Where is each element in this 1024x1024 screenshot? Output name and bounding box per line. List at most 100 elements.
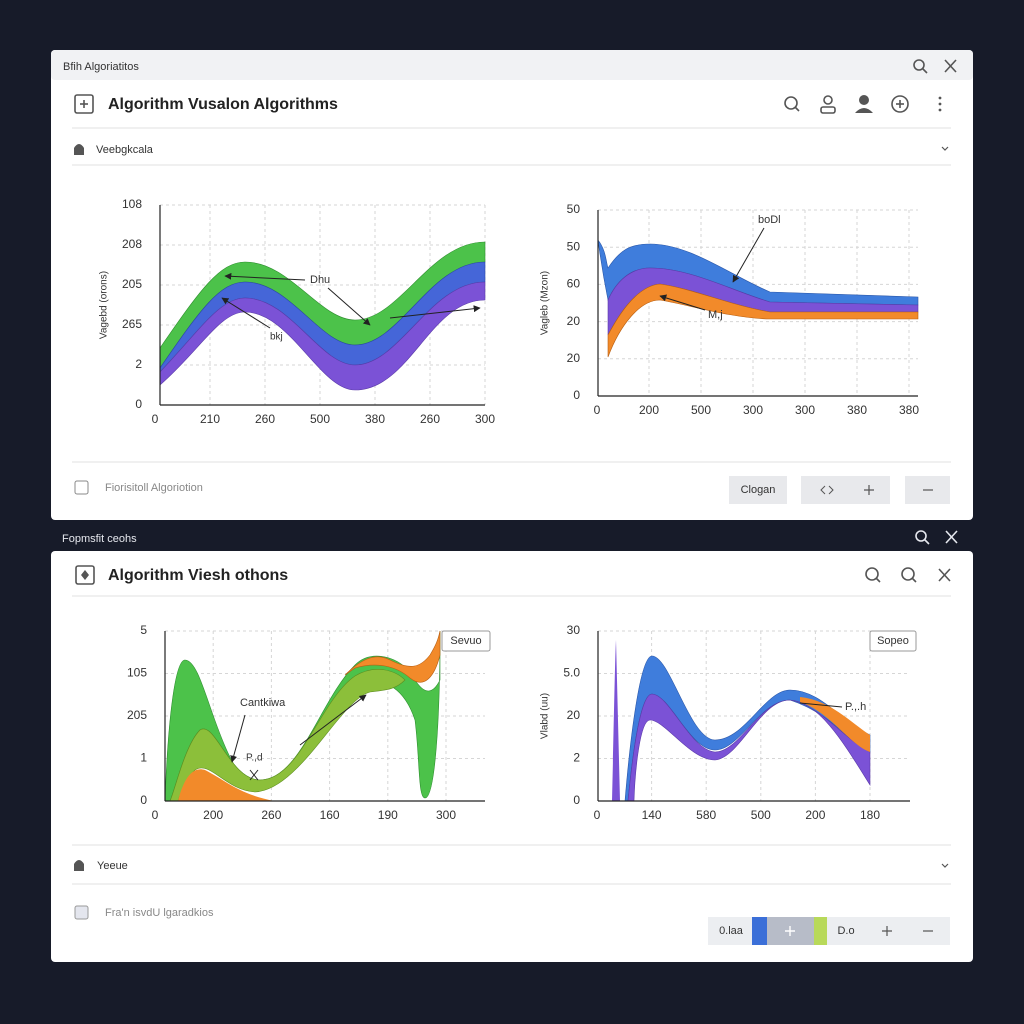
titlebar-text: Bfih Algoriatitos (63, 61, 139, 73)
annotation: P.,d (246, 753, 263, 764)
x-tick-label: 0 (152, 808, 159, 822)
x-tick-label: 300 (795, 403, 815, 417)
add-button[interactable] (891, 95, 909, 113)
button[interactable] (729, 476, 787, 504)
x-tick-label: 380 (847, 403, 867, 417)
y-tick-label: 0 (140, 793, 147, 807)
x-tick-label: 380 (899, 403, 919, 417)
close-icon[interactable] (944, 59, 957, 73)
dropdown-label[interactable]: Yeeue (97, 860, 128, 872)
chevron[interactable] (941, 863, 949, 868)
x-tick-label: 500 (310, 412, 330, 426)
x-tick-label: 190 (378, 808, 398, 822)
y-tick-label: 1 (140, 751, 147, 765)
band-orange (800, 697, 870, 752)
y-tick-label: 0 (135, 397, 142, 411)
x-tick-label: 140 (642, 808, 662, 822)
y-tick-label: 265 (122, 317, 142, 331)
button-group[interactable] (801, 476, 890, 504)
app-icon (75, 565, 95, 585)
y-axis-label: Vagleb (Mzon) (540, 271, 551, 335)
annotation-arrow (221, 297, 271, 329)
legend-box (441, 630, 491, 652)
y-tick-label: 0 (573, 793, 580, 807)
plus-icon[interactable] (882, 926, 892, 936)
button-label: Clogan (741, 484, 776, 496)
y-tick-label: 20 (567, 314, 581, 328)
marker-x (249, 769, 259, 781)
legend-label: Sopeo (877, 635, 909, 647)
annotation: P.,.h (845, 701, 866, 713)
annotation: boDl (758, 214, 781, 226)
y-tick-label: 205 (122, 277, 142, 291)
y-tick-label: 2 (135, 357, 142, 371)
x-tick-label: 260 (420, 412, 440, 426)
close-icon[interactable] (945, 530, 958, 544)
app-icon (74, 94, 94, 114)
x-tick-label: 300 (475, 412, 495, 426)
more-button[interactable] (938, 96, 942, 112)
checkbox[interactable] (74, 905, 89, 920)
chart-left: Dhu bkj 108 208 205 265 2 00 210 260 500 380 260 30… (99, 197, 496, 426)
window-2: Algorithm Viesh othons Cantkiwa P.,d Sev… (51, 551, 973, 962)
y-tick-label: 20 (567, 351, 581, 365)
y-axis-label: Vagebd (orons) (99, 271, 110, 339)
x-tick-label: 260 (255, 412, 275, 426)
annotation-arrow (327, 287, 371, 326)
user-button[interactable] (820, 95, 836, 114)
spike (612, 640, 620, 801)
y-tick-label: 20 (567, 708, 581, 722)
x-tick-label: 0 (594, 808, 601, 822)
y-axis-label: Vlabd (uu) (540, 693, 551, 739)
y-tick-label: 5 (140, 623, 147, 637)
y-tick-label: 30 (567, 623, 581, 637)
chevron[interactable] (941, 146, 949, 151)
color-swatch[interactable] (752, 917, 767, 945)
plus-icon (785, 926, 795, 936)
close-button[interactable] (938, 568, 951, 582)
x-tick-label: 580 (696, 808, 716, 822)
x-tick-label: 200 (805, 808, 825, 822)
dropdown-label[interactable]: Veebgkcala (96, 144, 154, 156)
nav-icon[interactable] (820, 485, 834, 495)
x-tick-label: 380 (365, 412, 385, 426)
button-group[interactable] (708, 917, 950, 945)
color-swatch[interactable] (814, 917, 827, 945)
annotation-line (799, 702, 843, 708)
window-title: Algorithm Vusalon Algorithms (108, 96, 338, 113)
search-button[interactable] (784, 96, 800, 112)
annotation-arrow (230, 714, 246, 763)
checkbox-label: Fiorisitoll Algoriotion (105, 482, 203, 494)
search-button[interactable] (901, 567, 917, 583)
x-tick-label: 300 (743, 403, 763, 417)
band-orange (344, 630, 441, 683)
legend-box (869, 630, 917, 652)
x-tick-label: 160 (320, 808, 340, 822)
titlebar (51, 50, 973, 80)
y-tick-label: 0 (573, 388, 580, 402)
y-tick-label: 108 (122, 197, 142, 211)
annotation-arrow (659, 294, 706, 311)
search-icon[interactable] (913, 59, 928, 74)
search-button[interactable] (865, 567, 881, 583)
annotation: Dhu (310, 274, 330, 286)
titlebar-text: Fopmsfit ceohs (62, 533, 137, 545)
annotation-arrow (299, 694, 367, 746)
x-tick-label: 180 (860, 808, 880, 822)
band-orange (607, 283, 919, 358)
y-tick-label: 5.0 (563, 666, 580, 680)
profile-button[interactable] (855, 95, 873, 113)
x-tick-label: 300 (436, 808, 456, 822)
y-tick-label: 50 (567, 239, 581, 253)
x-tick-label: 500 (691, 403, 711, 417)
x-tick-label: 200 (639, 403, 659, 417)
search-icon[interactable] (915, 530, 930, 545)
plus-icon[interactable] (864, 485, 874, 495)
annotation: bkj (270, 332, 283, 343)
checkbox[interactable] (74, 480, 89, 495)
window-title: Algorithm Viesh othons (108, 567, 288, 584)
band-purple (627, 693, 871, 802)
y-tick-label: 60 (567, 277, 581, 291)
